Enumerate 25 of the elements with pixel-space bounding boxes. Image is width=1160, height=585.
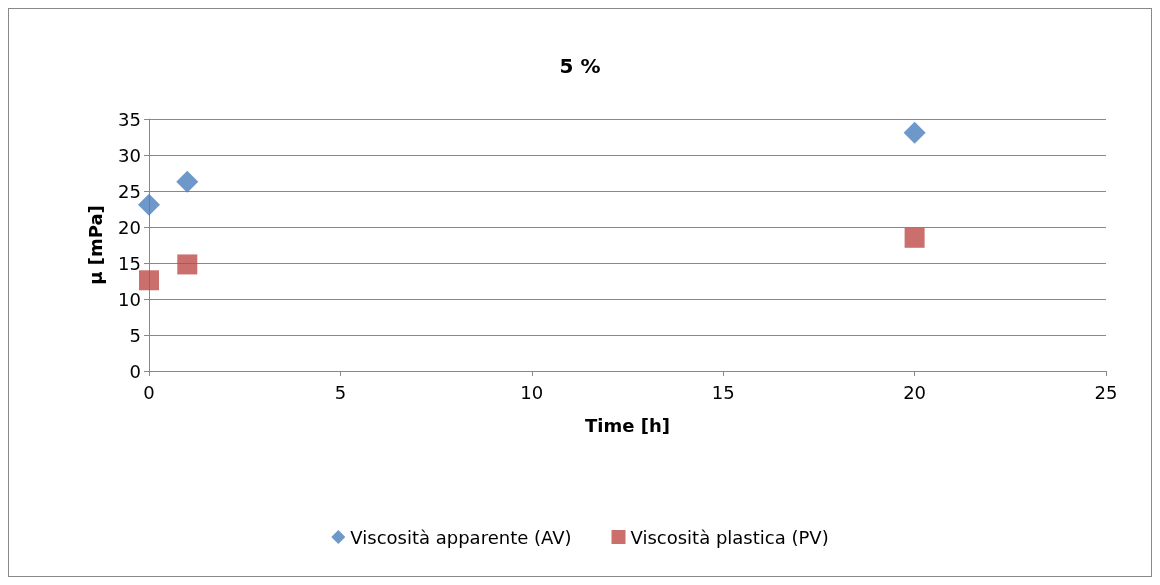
point — [904, 227, 925, 248]
y-tick-label: 25 — [118, 180, 141, 202]
x-tick-label: 0 — [143, 381, 155, 403]
x-tick-label: 25 — [1094, 381, 1118, 403]
point — [139, 270, 159, 291]
y-tick-label: 20 — [118, 216, 141, 238]
y-tick-label: 35 — [118, 108, 141, 130]
point — [176, 170, 199, 193]
y-tick-label: 5 — [129, 324, 141, 346]
x-tick-label: 5 — [334, 381, 347, 403]
legend-label: Viscosità apparente (AV) — [350, 526, 572, 548]
y-tick-label: 10 — [118, 288, 141, 310]
x-tick-label: 10 — [520, 381, 544, 403]
chart-title: 5 % — [559, 54, 601, 78]
y-tick-label: 30 — [118, 144, 141, 166]
x-tick-label: 15 — [711, 381, 735, 403]
y-axis-title: µ [mPa] — [84, 205, 106, 285]
point — [138, 193, 160, 216]
legend-label: Viscosità plastica (PV) — [630, 526, 829, 548]
point — [903, 121, 926, 144]
x-axis-title: Time [h] — [585, 414, 670, 436]
y-tick-label: 0 — [129, 360, 141, 382]
y-tick-label: 15 — [118, 252, 141, 274]
point — [177, 254, 198, 275]
x-tick-label: 20 — [903, 381, 927, 403]
